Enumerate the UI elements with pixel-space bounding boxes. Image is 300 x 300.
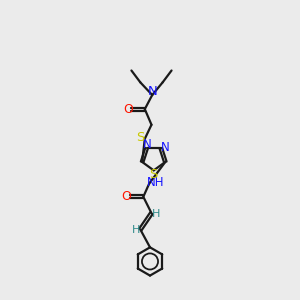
- Text: H: H: [152, 209, 160, 219]
- Text: H: H: [131, 225, 140, 235]
- Text: S: S: [136, 131, 145, 144]
- Text: O: O: [121, 190, 131, 203]
- Text: N: N: [161, 141, 170, 154]
- Text: O: O: [123, 103, 133, 116]
- Text: NH: NH: [147, 176, 164, 189]
- Text: N: N: [148, 85, 157, 98]
- Text: S: S: [149, 168, 157, 181]
- Text: N: N: [143, 138, 152, 151]
